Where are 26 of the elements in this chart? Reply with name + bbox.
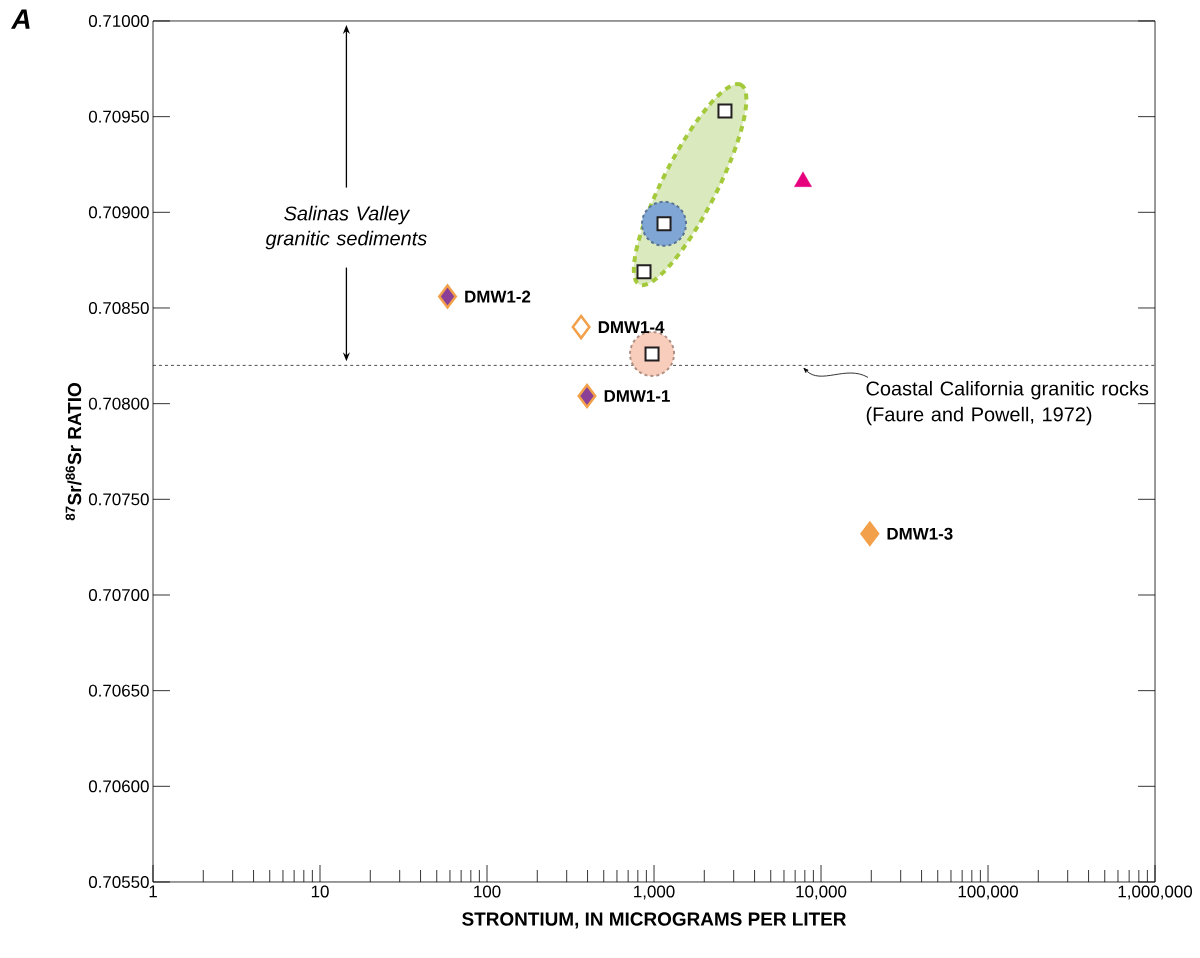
y-tick-label: 0.70550 (88, 875, 149, 888)
y-tick-label: 0.70650 (88, 684, 149, 697)
series-label: DMW1-3 (887, 527, 953, 540)
annotation: Salinas Valley granitic sediments (265, 205, 427, 250)
y-tick-label: 0.71000 (88, 14, 149, 27)
x-tick-label: 100 (474, 885, 501, 898)
y-tick-label: 0.70800 (88, 397, 149, 410)
x-tick-label: 10,000 (796, 885, 847, 900)
series-label: DMW1-1 (604, 390, 670, 402)
x-tick-label: 1,000,000 (1118, 885, 1193, 900)
x-tick-label: 1,000 (634, 885, 675, 900)
x-tick-label: 1 (149, 885, 157, 898)
x-tick-label: 10 (311, 885, 329, 898)
x-axis-title: STRONTIUM, IN MICROGRAMS PER LITER (462, 912, 847, 929)
x-tick-label: 100,000 (958, 885, 1018, 900)
y-tick-label: 0.70600 (88, 780, 149, 793)
series-label: DMW1-2 (465, 290, 531, 303)
ref-line-label: Coastal California granitic rocks (Faure and Powell, 1972) (866, 380, 1149, 426)
series-label: DMW1-4 (598, 321, 665, 333)
y-tick-label: 0.70750 (88, 493, 149, 506)
y-tick-label: 0.70950 (88, 110, 149, 123)
chart-title: A (10, 9, 30, 29)
y-tick-label: 0.70850 (88, 301, 149, 314)
y-tick-label: 0.70700 (88, 588, 149, 601)
y-axis-title: $^{87}$Sr/$^{86}$Sr RATIO (65, 383, 82, 521)
y-tick-label: 0.70900 (88, 206, 149, 219)
